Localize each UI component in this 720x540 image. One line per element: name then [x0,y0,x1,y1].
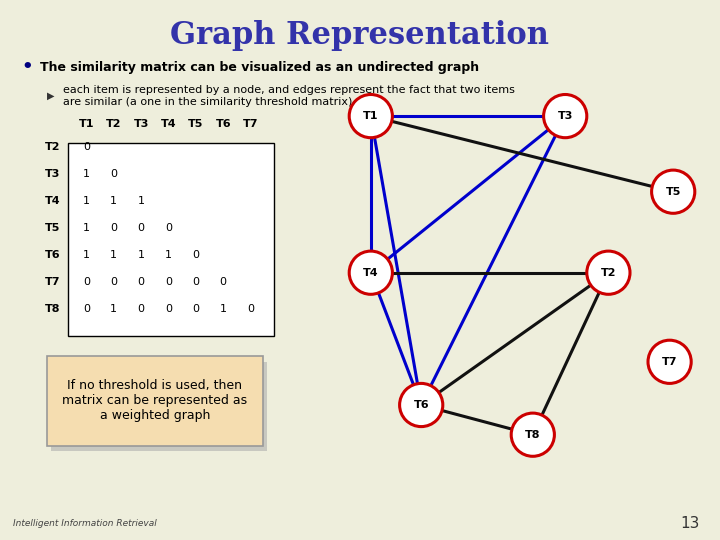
Text: 0: 0 [165,304,172,314]
Text: 0: 0 [138,277,145,287]
Text: 0: 0 [247,304,254,314]
Text: 1: 1 [165,250,172,260]
Text: •: • [22,58,33,77]
Text: 1: 1 [83,223,90,233]
Text: 1: 1 [110,304,117,314]
Text: The similarity matrix can be visualized as an undirected graph: The similarity matrix can be visualized … [40,61,479,74]
Text: T5: T5 [665,187,681,197]
Text: T6: T6 [215,119,231,129]
Text: 1: 1 [138,250,145,260]
Text: 0: 0 [83,277,90,287]
Text: 1: 1 [83,196,90,206]
Text: Intelligent Information Retrieval: Intelligent Information Retrieval [13,519,157,528]
Text: T5: T5 [188,119,204,129]
Text: T6: T6 [413,400,429,410]
Text: 0: 0 [192,304,199,314]
Text: T7: T7 [662,357,678,367]
Text: 0: 0 [165,223,172,233]
Text: T3: T3 [557,111,573,121]
Text: 1: 1 [83,250,90,260]
Text: 0: 0 [138,304,145,314]
Text: T1: T1 [78,119,94,129]
Text: T8: T8 [525,430,541,440]
Text: 0: 0 [110,169,117,179]
Ellipse shape [544,94,587,138]
Text: 0: 0 [110,277,117,287]
Text: 0: 0 [83,304,90,314]
Text: 1: 1 [83,169,90,179]
Ellipse shape [587,251,630,294]
Text: T7: T7 [243,119,258,129]
Text: T4: T4 [363,268,379,278]
Text: T2: T2 [106,119,122,129]
Text: 1: 1 [110,250,117,260]
Ellipse shape [652,170,695,213]
Text: each item is represented by a node, and edges represent the fact that two items
: each item is represented by a node, and … [63,85,516,107]
Text: T5: T5 [45,223,60,233]
Text: T4: T4 [45,196,60,206]
Ellipse shape [349,94,392,138]
Text: T4: T4 [161,119,176,129]
Text: 0: 0 [192,250,199,260]
Ellipse shape [511,413,554,456]
Text: T8: T8 [45,304,60,314]
Text: 0: 0 [220,277,227,287]
Text: 0: 0 [138,223,145,233]
Ellipse shape [648,340,691,383]
Text: If no threshold is used, then
matrix can be represented as
a weighted graph: If no threshold is used, then matrix can… [62,380,248,422]
Text: 1: 1 [110,196,117,206]
Text: T2: T2 [600,268,616,278]
Text: Graph Representation: Graph Representation [171,19,549,51]
Ellipse shape [400,383,443,427]
Text: T2: T2 [45,142,60,152]
Text: T3: T3 [133,119,149,129]
Text: 0: 0 [165,277,172,287]
Text: 0: 0 [83,142,90,152]
FancyBboxPatch shape [51,362,267,451]
FancyBboxPatch shape [68,143,274,336]
Text: T6: T6 [45,250,60,260]
FancyBboxPatch shape [47,356,263,446]
Text: 0: 0 [110,223,117,233]
Text: T1: T1 [363,111,379,121]
Ellipse shape [349,251,392,294]
Text: 0: 0 [192,277,199,287]
Text: ▶: ▶ [47,91,54,101]
Text: T7: T7 [45,277,60,287]
Text: 13: 13 [680,516,700,531]
Text: 1: 1 [220,304,227,314]
Text: 1: 1 [138,196,145,206]
Text: T3: T3 [45,169,60,179]
